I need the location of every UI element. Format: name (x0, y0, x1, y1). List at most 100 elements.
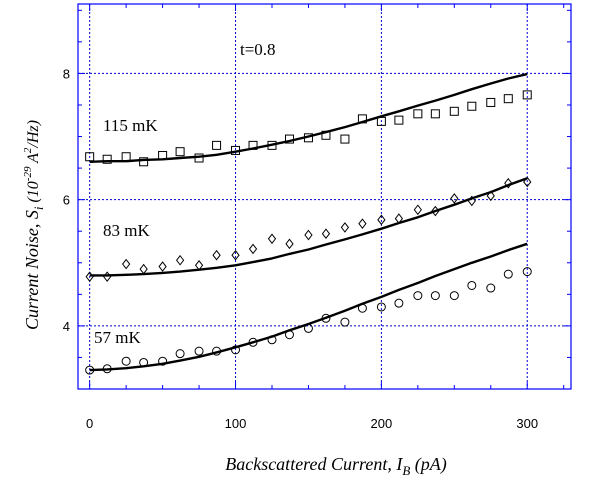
data-markers (85, 90, 532, 375)
data-point-diamond (212, 249, 221, 261)
annotation-label: t=0.8 (240, 40, 276, 59)
data-point-circle (522, 267, 532, 277)
data-point-circle (267, 335, 277, 345)
gridlines (78, 4, 571, 389)
y-tick-label: 6 (63, 193, 70, 208)
data-point-square (139, 157, 149, 167)
y-axis-title-sq: 2 (22, 147, 34, 153)
data-point-square (357, 114, 367, 124)
series-label-83mk: 83 mK (103, 221, 150, 240)
plot-frame (77, 3, 572, 390)
data-point-square (121, 152, 131, 162)
data-point-diamond (486, 190, 495, 202)
data-point-square (102, 154, 112, 164)
data-point-circle (102, 364, 112, 374)
data-point-square (340, 134, 350, 144)
data-point-circle (303, 323, 313, 333)
x-tick-label: 200 (371, 416, 393, 431)
data-point-circle (121, 356, 131, 366)
data-point-circle (139, 357, 149, 367)
data-point-diamond (450, 193, 459, 204)
data-point-circle (231, 345, 241, 355)
data-point-square (267, 140, 277, 150)
y-axis-title-exp: -29 (22, 166, 34, 181)
data-point-diamond (431, 205, 440, 217)
data-point-circle (503, 269, 513, 279)
data-point-circle (284, 330, 294, 340)
tick-marks (78, 4, 571, 389)
data-point-circle (248, 337, 258, 347)
data-point-circle (467, 280, 477, 290)
data-point-square (231, 145, 241, 155)
data-point-circle (430, 291, 440, 301)
data-point-circle (449, 291, 459, 301)
data-point-diamond (340, 222, 350, 233)
data-point-diamond (194, 259, 204, 271)
y-axis-title-unit-c: /Hz) (25, 120, 42, 149)
data-point-circle (376, 302, 386, 312)
data-point-square (394, 115, 404, 125)
data-point-square (522, 90, 532, 100)
data-point-square (284, 134, 294, 144)
data-point-diamond (231, 249, 240, 261)
data-point-diamond (121, 258, 131, 270)
y-axis-title-unit-a: (10 (25, 181, 42, 206)
y-axis-title-unit-b: A (25, 153, 42, 167)
y-axis-title-main: Current Noise, S (22, 210, 42, 330)
x-axis-title-sub: B (402, 463, 410, 477)
y-tick-label: 4 (63, 319, 70, 334)
y-axis-title: Current Noise, Si (10-29 A2/Hz) (22, 120, 46, 330)
data-point-diamond (248, 243, 258, 255)
data-point-square (413, 109, 423, 119)
x-tick-label: 100 (225, 416, 247, 431)
data-point-square (212, 140, 222, 150)
data-point-diamond (321, 228, 331, 240)
series-label-57mk: 57 mK (94, 328, 141, 347)
data-point-square (449, 106, 459, 116)
data-point-circle (212, 346, 222, 356)
data-point-diamond (103, 271, 112, 282)
x-axis-title-unit: (pA) (410, 454, 446, 475)
data-point-diamond (267, 233, 277, 245)
data-point-circle (357, 303, 367, 313)
data-point-square (175, 147, 185, 157)
data-point-diamond (523, 176, 532, 188)
data-point-diamond (504, 177, 513, 189)
data-point-square (430, 109, 440, 119)
data-point-circle (175, 349, 185, 359)
data-point-square (194, 153, 204, 163)
tick-labels: 0 100 200 300 4 6 8 (63, 66, 538, 431)
fit-curve-1 (89, 177, 528, 277)
data-point-diamond (85, 271, 94, 282)
data-point-square (467, 101, 477, 111)
data-point-circle (394, 298, 404, 308)
data-point-diamond (358, 218, 367, 229)
data-point-diamond (158, 261, 167, 272)
y-axis-title-sub: i (31, 206, 46, 210)
data-point-circle (85, 365, 95, 375)
data-point-diamond (285, 238, 294, 250)
data-point-square (303, 133, 313, 143)
data-point-circle (158, 356, 168, 366)
data-point-circle (486, 283, 496, 293)
data-point-diamond (467, 195, 476, 207)
data-point-square (486, 97, 496, 107)
data-point-square (158, 150, 168, 160)
data-point-circle (194, 346, 204, 356)
y-tick-label: 8 (63, 66, 70, 81)
data-point-diamond (139, 263, 148, 275)
x-tick-label: 300 (516, 416, 538, 431)
data-point-square (248, 140, 258, 150)
data-point-circle (321, 313, 331, 323)
x-axis-title: Backscattered Current, IB (pA) (225, 454, 447, 477)
data-point-diamond (304, 229, 313, 241)
data-point-square (503, 94, 513, 104)
data-point-square (85, 152, 95, 162)
data-point-circle (340, 317, 350, 327)
x-axis-title-main: Backscattered Current, I (225, 454, 403, 474)
data-point-diamond (413, 204, 422, 216)
data-point-diamond (394, 213, 404, 224)
data-point-square (376, 116, 386, 126)
